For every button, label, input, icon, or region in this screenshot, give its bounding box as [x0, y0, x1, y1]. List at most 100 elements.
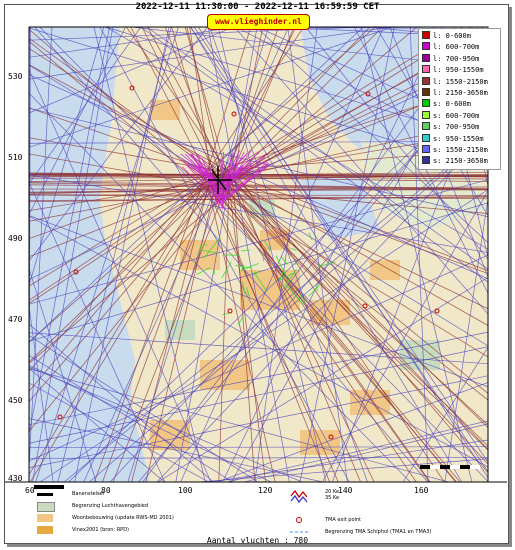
legend-swatch	[422, 76, 430, 85]
landing-track	[29, 172, 227, 363]
low-landing-track	[181, 166, 219, 204]
departure-track	[402, 347, 488, 482]
key-airport-boundary: Begrenzing Luchthavengebied	[37, 502, 237, 512]
legend-item: s: 950-1550m	[422, 133, 484, 144]
low-departure-track	[286, 285, 304, 305]
departure-track	[234, 27, 488, 315]
departure-track	[287, 27, 348, 482]
departure-track	[29, 331, 488, 426]
landing-track	[29, 107, 209, 171]
low-landing-track	[223, 160, 253, 188]
departure-track	[207, 27, 290, 482]
landing-track	[225, 171, 488, 272]
legend-label: l: 0-600m	[433, 32, 471, 40]
departure-track	[29, 446, 488, 449]
legend-item: l: 700-950m	[422, 53, 480, 64]
departure-track	[29, 27, 142, 184]
departure-track	[57, 27, 172, 482]
key-runways: Banenstelsel	[37, 490, 237, 500]
legend-swatch	[422, 65, 430, 74]
landing-track	[211, 172, 431, 482]
altitude-legend: l: 0-600m l: 600-700m l: 700-950m l: 950-15…	[418, 28, 501, 170]
legend-label: l: 1550-2150m	[433, 77, 488, 86]
landing-track	[218, 185, 230, 482]
legend-item: s: 700-950m	[422, 122, 479, 132]
x-tick-label: 60	[25, 486, 35, 495]
x-tick-label: 80	[101, 486, 111, 495]
landing-track	[207, 182, 461, 482]
departure-track	[105, 27, 488, 250]
departure-track	[157, 277, 488, 482]
low-departure-track	[315, 285, 318, 292]
landing-track	[215, 182, 430, 482]
low-landing-track	[214, 166, 268, 206]
departure-track	[175, 27, 258, 482]
departure-track	[29, 27, 364, 343]
low-landing-track	[220, 162, 269, 203]
vinex-swatch	[37, 526, 53, 534]
departure-track	[156, 132, 488, 482]
legend-item: s: 600-700m	[422, 110, 479, 121]
y-tick-label: 530	[8, 72, 23, 81]
y-tick-label: 490	[8, 234, 23, 243]
low-departure-track	[198, 242, 203, 255]
tma-exit-points	[57, 85, 440, 440]
tma-exit-icon	[296, 517, 302, 523]
legend-label: l: 700-950m	[433, 54, 480, 63]
low-departure-track	[279, 269, 285, 281]
low-departure-track	[290, 247, 297, 251]
departure-track	[29, 366, 303, 482]
departure-track	[29, 69, 212, 482]
brand-link[interactable]: www.vlieghinder.nl	[207, 14, 310, 30]
departure-track	[146, 27, 488, 270]
departure-track	[39, 27, 488, 482]
housing-swatch	[37, 514, 53, 522]
landing-track	[227, 174, 488, 428]
departure-track	[29, 179, 488, 305]
y-tick-label: 450	[8, 396, 23, 405]
noise-contour-icon	[290, 489, 308, 504]
low-departure-track	[203, 237, 221, 259]
departure-track	[140, 27, 488, 283]
landing-track	[131, 187, 209, 482]
landing-track	[29, 184, 210, 304]
departure-track	[89, 134, 488, 482]
key-noise-contour: 20 Ke 35 Ke	[290, 488, 440, 506]
low-departure-track	[308, 232, 313, 241]
x-tick-label: 160	[414, 486, 429, 495]
landing-track	[147, 27, 227, 173]
landing-track	[29, 194, 488, 196]
schiphol-runways	[208, 166, 232, 194]
departure-track	[199, 458, 488, 482]
landing-track	[29, 153, 225, 189]
departure-track	[29, 215, 488, 468]
landing-track	[29, 182, 212, 482]
low-departure-track	[237, 316, 244, 325]
departure-track	[35, 27, 179, 482]
landing-track	[29, 188, 488, 194]
departure-track	[255, 27, 488, 243]
low-landing-track	[196, 155, 225, 209]
runway-swatch	[37, 493, 53, 496]
legend-item: l: 0-600m	[422, 31, 471, 41]
departure-track	[39, 189, 488, 482]
departure-track	[244, 423, 488, 482]
x-tick-label: 120	[258, 486, 273, 495]
landing-track	[29, 48, 226, 175]
legend-item: s: 1550-2150m	[422, 145, 488, 155]
landing-track	[29, 184, 209, 343]
landing-track	[102, 186, 210, 482]
low-departure-track	[245, 287, 251, 299]
departure-track	[29, 27, 488, 171]
low-departure-track	[201, 249, 217, 254]
x-tick-label: 100	[178, 486, 193, 495]
departure-track	[193, 27, 488, 463]
landing-track	[234, 27, 264, 171]
x-tick-label: 140	[338, 486, 353, 495]
low-departure-track	[278, 272, 295, 282]
landing-track	[210, 185, 330, 482]
low-landing-track	[215, 162, 235, 191]
landing-track	[29, 172, 214, 287]
low-departure-track	[241, 249, 251, 252]
departure-track	[29, 27, 238, 58]
